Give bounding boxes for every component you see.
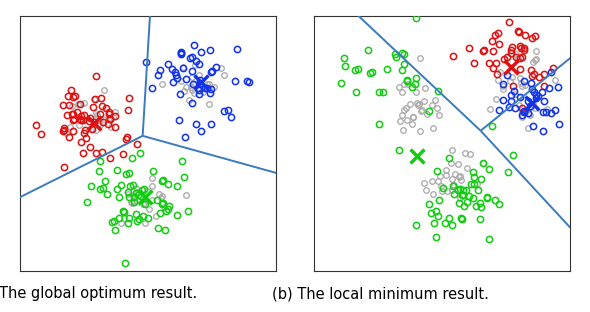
Point <box>507 64 516 69</box>
Point <box>527 100 536 105</box>
Point <box>196 80 206 85</box>
Text: (b) The local minimum result.: (b) The local minimum result. <box>272 286 489 301</box>
Point <box>412 154 421 159</box>
Point <box>89 120 99 125</box>
Point <box>140 195 150 200</box>
Text: (a) The global optimum result.: (a) The global optimum result. <box>0 286 197 301</box>
